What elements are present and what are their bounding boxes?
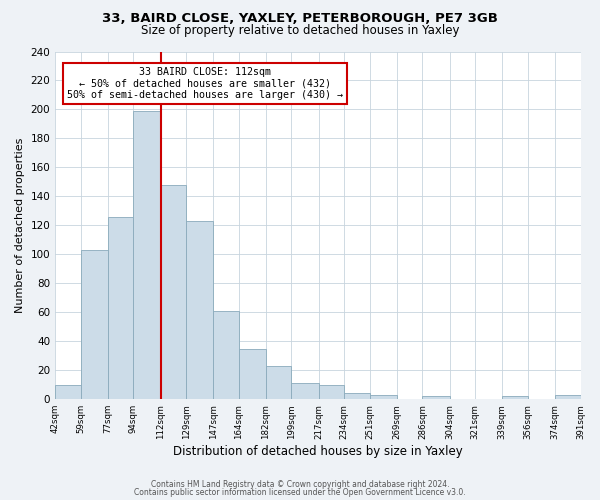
Bar (344, 394, 370, 399)
Bar (186, 221, 213, 399)
Bar (555, 395, 581, 399)
Text: Contains HM Land Registry data © Crown copyright and database right 2024.: Contains HM Land Registry data © Crown c… (151, 480, 449, 489)
Bar (239, 348, 266, 399)
Bar (502, 396, 528, 399)
Bar (292, 384, 319, 399)
Bar (108, 216, 133, 399)
Bar (266, 366, 292, 399)
Bar (161, 185, 186, 399)
Text: Size of property relative to detached houses in Yaxley: Size of property relative to detached ho… (141, 24, 459, 37)
Bar (422, 396, 449, 399)
Bar (319, 384, 344, 399)
Text: 33 BAIRD CLOSE: 112sqm
← 50% of detached houses are smaller (432)
50% of semi-de: 33 BAIRD CLOSE: 112sqm ← 50% of detached… (67, 67, 343, 100)
Bar (213, 311, 239, 399)
Bar (81, 250, 108, 399)
Text: Contains public sector information licensed under the Open Government Licence v3: Contains public sector information licen… (134, 488, 466, 497)
X-axis label: Distribution of detached houses by size in Yaxley: Distribution of detached houses by size … (173, 444, 463, 458)
Y-axis label: Number of detached properties: Number of detached properties (15, 138, 25, 313)
Text: 33, BAIRD CLOSE, YAXLEY, PETERBOROUGH, PE7 3GB: 33, BAIRD CLOSE, YAXLEY, PETERBOROUGH, P… (102, 12, 498, 26)
Bar (370, 395, 397, 399)
Bar (133, 111, 161, 399)
Bar (55, 384, 81, 399)
